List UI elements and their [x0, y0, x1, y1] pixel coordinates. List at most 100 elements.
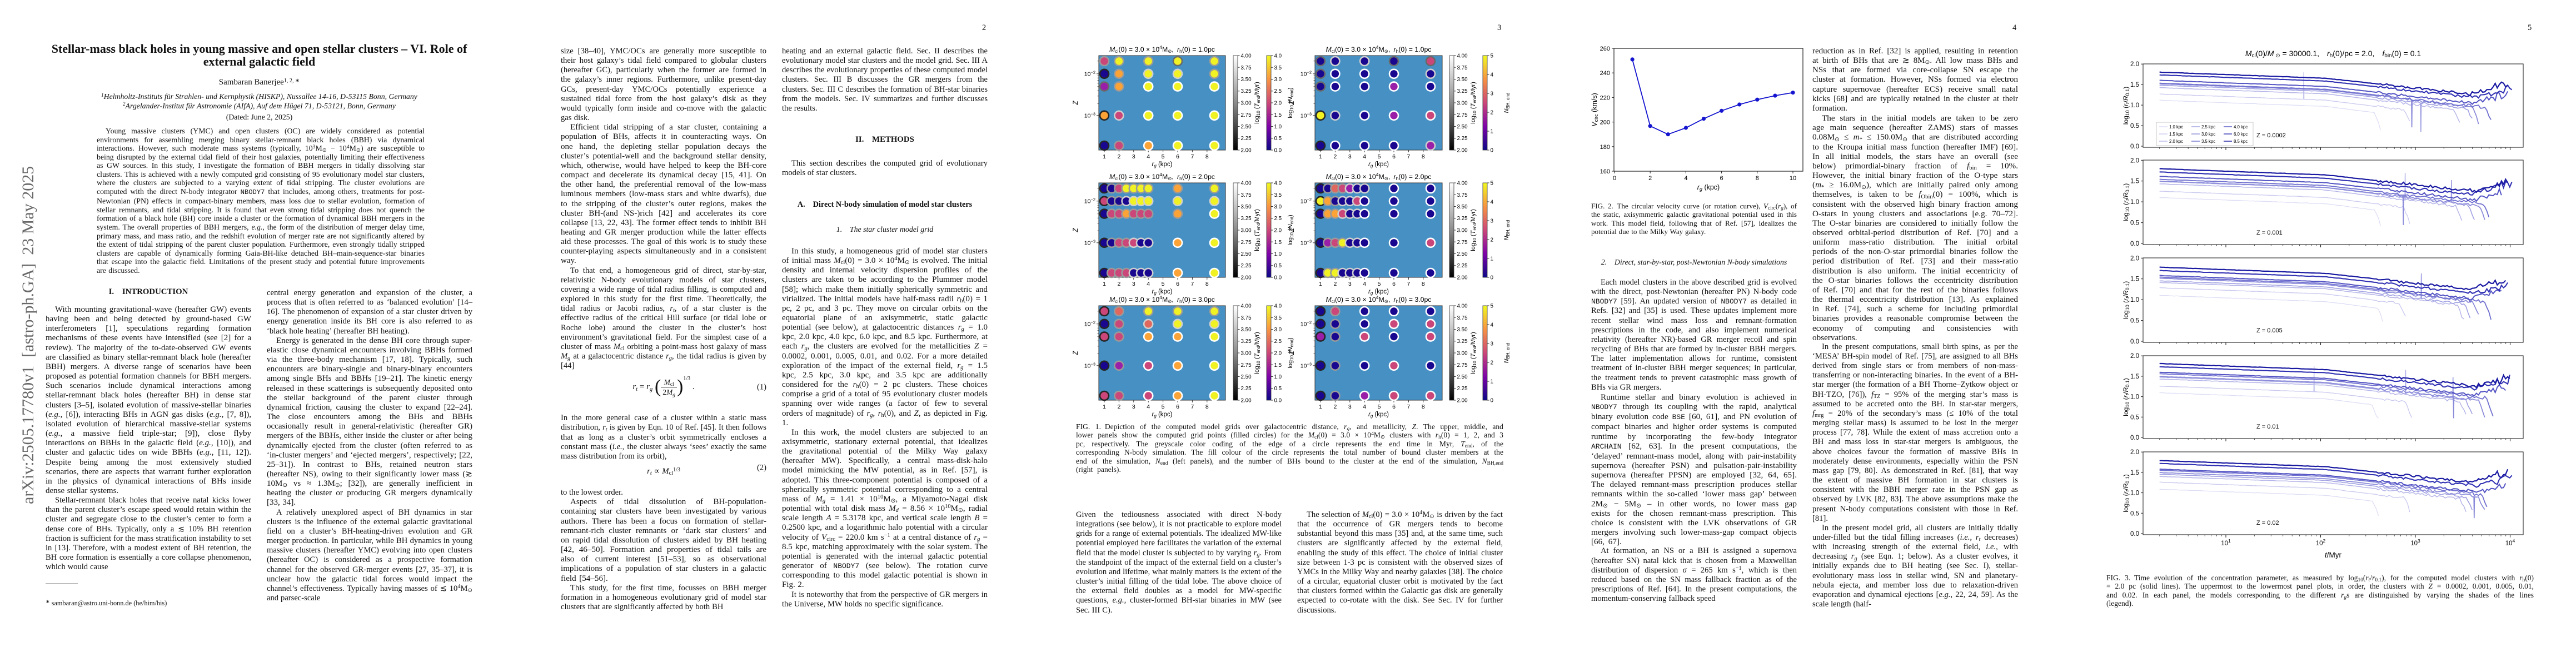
svg-text:3.25: 3.25 — [1241, 88, 1252, 94]
svg-text:10: 10 — [1790, 175, 1796, 182]
svg-text:3.25: 3.25 — [1241, 339, 1252, 345]
svg-text:4.0: 4.0 — [1274, 53, 1282, 59]
svg-text:Z = 0.0002: Z = 0.0002 — [2256, 132, 2286, 139]
svg-text:5: 5 — [1491, 181, 1494, 187]
svg-text:2.00: 2.00 — [1241, 148, 1252, 154]
svg-text:6: 6 — [1392, 153, 1396, 160]
svg-text:0.5: 0.5 — [1274, 263, 1282, 269]
svg-text:4.00: 4.00 — [1457, 53, 1468, 59]
svg-text:3.00: 3.00 — [1241, 101, 1252, 107]
svg-text:3.50: 3.50 — [1241, 327, 1252, 333]
svg-text:160: 160 — [1600, 168, 1610, 175]
svg-text:1.0: 1.0 — [1274, 374, 1282, 380]
svg-text:10−2: 10−2 — [1084, 320, 1095, 327]
svg-text:5: 5 — [1378, 404, 1381, 410]
svg-text:log10 (Tend/Myr): log10 (Tend/Myr) — [1470, 332, 1477, 374]
svg-text:2.75: 2.75 — [1457, 362, 1468, 369]
svg-text:2: 2 — [1333, 281, 1337, 287]
svg-text:0.5: 0.5 — [2130, 220, 2139, 227]
svg-text:NBH, end: NBH, end — [1503, 93, 1511, 113]
svg-text:log10 (Tend/Myr): log10 (Tend/Myr) — [1254, 332, 1261, 374]
svg-text:3.5: 3.5 — [1274, 315, 1282, 321]
svg-text:6.0 kpc: 6.0 kpc — [2234, 132, 2248, 137]
svg-text:4: 4 — [1147, 281, 1150, 287]
svg-text:1.5: 1.5 — [1274, 240, 1282, 246]
svg-text:Z = 0.02: Z = 0.02 — [2256, 520, 2279, 526]
svg-text:4: 4 — [1147, 153, 1150, 160]
svg-text:3.5: 3.5 — [1274, 192, 1282, 198]
svg-text:3: 3 — [1348, 404, 1352, 410]
svg-text:3.00: 3.00 — [1457, 351, 1468, 357]
svg-text:2.25: 2.25 — [1457, 386, 1468, 392]
svg-text:0.5: 0.5 — [2130, 414, 2139, 421]
svg-text:4: 4 — [1491, 322, 1494, 328]
svg-text:2.75: 2.75 — [1241, 240, 1252, 246]
svg-text:2.50: 2.50 — [1241, 124, 1252, 130]
svg-text:log10 (Nend): log10 (Nend) — [1287, 87, 1294, 118]
svg-text:8: 8 — [1205, 281, 1209, 287]
svg-text:2.5: 2.5 — [1274, 216, 1282, 222]
svg-text:2.0: 2.0 — [2130, 61, 2139, 68]
svg-text:Z = 0.01: Z = 0.01 — [2256, 424, 2279, 430]
svg-text:NBH, end: NBH, end — [1503, 220, 1511, 241]
svg-text:5: 5 — [1162, 153, 1165, 160]
svg-text:2: 2 — [1117, 153, 1120, 160]
svg-text:10−3: 10−3 — [1084, 238, 1095, 246]
svg-text:1.5: 1.5 — [2130, 470, 2139, 476]
svg-text:7: 7 — [1407, 281, 1410, 287]
svg-text:0: 0 — [1613, 175, 1616, 182]
svg-text:3.00: 3.00 — [1241, 351, 1252, 357]
svg-text:6: 6 — [1392, 281, 1396, 287]
svg-text:2.0 kpc: 2.0 kpc — [2169, 139, 2183, 144]
svg-text:3: 3 — [1348, 153, 1352, 160]
svg-text:10−3: 10−3 — [1301, 111, 1312, 119]
svg-text:Z = 0.005: Z = 0.005 — [2256, 327, 2283, 334]
svg-text:2.75: 2.75 — [1241, 362, 1252, 369]
svg-text:2: 2 — [1648, 175, 1652, 182]
svg-text:Mcl(0)/M ⊙ = 30000.1, rh(0)/p: Mcl(0)/M ⊙ = 30000.1, rh(0)/pc = 2.0, fb… — [2245, 49, 2421, 59]
svg-text:2: 2 — [1333, 153, 1337, 160]
svg-text:6: 6 — [1392, 404, 1396, 410]
svg-text:3.75: 3.75 — [1241, 192, 1252, 198]
svg-text:2.0: 2.0 — [1274, 351, 1282, 357]
svg-text:6: 6 — [1720, 175, 1723, 182]
svg-text:log10 (Tend/Myr): log10 (Tend/Myr) — [1254, 209, 1261, 251]
svg-text:1: 1 — [1103, 153, 1106, 160]
svg-text:4: 4 — [1363, 153, 1366, 160]
svg-text:log10 (rt/R0.1): log10 (rt/R0.1) — [2122, 183, 2130, 221]
svg-text:5: 5 — [1162, 404, 1165, 410]
svg-text:3.25: 3.25 — [1457, 216, 1468, 222]
svg-text:3.00: 3.00 — [1241, 228, 1252, 234]
svg-text:1: 1 — [1491, 129, 1493, 135]
svg-text:8: 8 — [1422, 404, 1425, 410]
svg-text:1: 1 — [1491, 256, 1493, 262]
svg-text:4.00: 4.00 — [1241, 181, 1252, 187]
svg-text:0.0: 0.0 — [1274, 275, 1282, 281]
svg-text:104: 104 — [2505, 538, 2515, 547]
svg-text:2.75: 2.75 — [1241, 112, 1252, 118]
svg-text:2.00: 2.00 — [1457, 275, 1468, 281]
svg-text:3.50: 3.50 — [1457, 204, 1468, 210]
svg-text:2.50: 2.50 — [1457, 124, 1468, 130]
svg-text:rg (kpc): rg (kpc) — [1152, 288, 1172, 296]
svg-text:1.0: 1.0 — [2130, 102, 2139, 109]
svg-text:log10 (Nend): log10 (Nend) — [1287, 215, 1294, 245]
svg-text:2.50: 2.50 — [1457, 374, 1468, 380]
svg-text:1.0 kpc: 1.0 kpc — [2169, 125, 2183, 130]
svg-text:200: 200 — [1600, 120, 1610, 126]
svg-text:0: 0 — [1491, 275, 1494, 281]
svg-text:Vcirc (km/s): Vcirc (km/s) — [1591, 93, 1599, 127]
svg-text:1: 1 — [1491, 379, 1493, 385]
svg-text:2.25: 2.25 — [1457, 136, 1468, 142]
svg-text:Mcl(0) = 3.0 × 104M⊙, rh(0) =: Mcl(0) = 3.0 × 104M⊙, rh(0) = 3.0pc — [1109, 295, 1215, 304]
svg-text:3.5: 3.5 — [1274, 65, 1282, 71]
svg-text:2.00: 2.00 — [1241, 275, 1252, 281]
svg-text:1.0: 1.0 — [2130, 394, 2139, 401]
svg-text:2: 2 — [1491, 110, 1493, 116]
svg-text:0.0: 0.0 — [2130, 531, 2139, 537]
svg-text:2.0: 2.0 — [1274, 101, 1282, 107]
svg-text:rg (kpc): rg (kpc) — [1697, 183, 1720, 192]
svg-text:2.00: 2.00 — [1457, 398, 1468, 404]
svg-text:10−2: 10−2 — [1301, 69, 1312, 77]
svg-text:log10 (rt/R0.1): log10 (rt/R0.1) — [2122, 87, 2130, 125]
